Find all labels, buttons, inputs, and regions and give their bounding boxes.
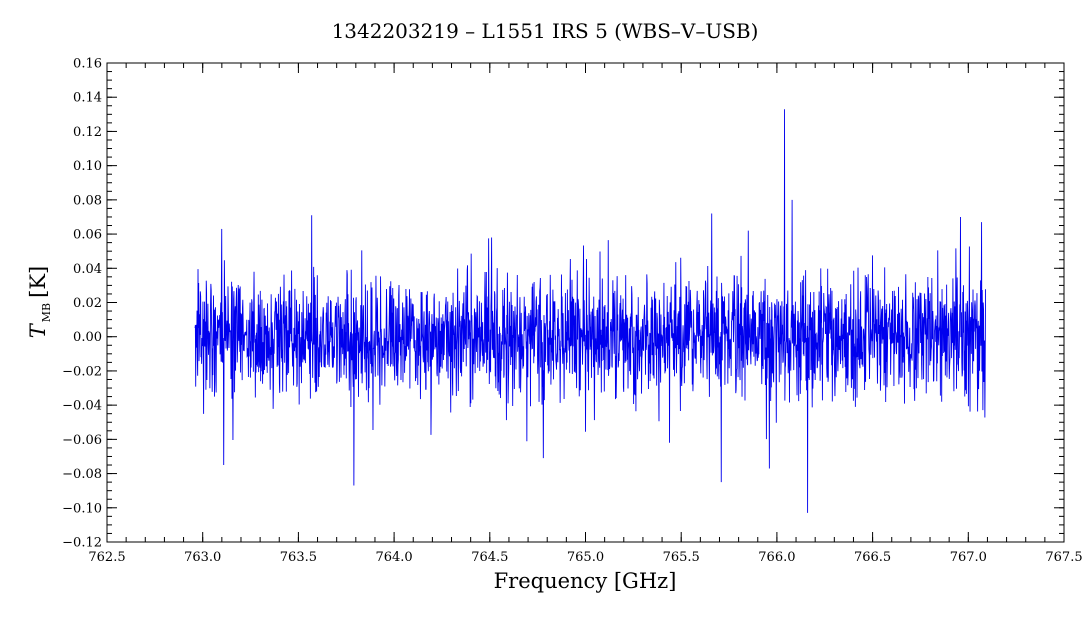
x-tick-label: 763.0 — [184, 550, 221, 565]
x-tick-label: 765.0 — [567, 550, 604, 565]
y-axis-label-unit: [K] — [26, 266, 50, 298]
x-tick-label: 766.0 — [758, 550, 795, 565]
spectrum-line — [194, 109, 986, 513]
y-tick-label: 0.04 — [73, 262, 102, 277]
y-tick-label: −0.04 — [62, 399, 102, 414]
y-tick-label: −0.12 — [62, 536, 102, 551]
y-tick-label: −0.02 — [62, 364, 102, 379]
x-tick-label: 764.0 — [375, 550, 412, 565]
x-tick-label: 767.0 — [950, 550, 987, 565]
x-tick-label: 765.5 — [663, 550, 700, 565]
y-tick-label: 0.10 — [73, 159, 102, 174]
y-tick-label: 0.08 — [73, 193, 102, 208]
x-tick-label: 766.5 — [854, 550, 891, 565]
x-tick-label: 763.5 — [280, 550, 317, 565]
y-tick-label: 0.02 — [73, 296, 102, 311]
y-axis-label-subscript: MB — [40, 303, 53, 322]
y-tick-label: −0.08 — [62, 467, 102, 482]
y-axis-label-symbol: T — [26, 322, 50, 338]
y-tick-label: 0.00 — [73, 330, 102, 345]
y-tick-label: 0.12 — [73, 125, 102, 140]
svg-text:TMB[K]: TMB [K] — [26, 266, 53, 338]
axes-layer: 762.5 763.0 763.5 764.0 764.5 765.0 765.5 766.0… — [62, 57, 1082, 566]
y-tick-label: −0.06 — [62, 433, 102, 448]
chart-title: 1342203219 – L1551 IRS 5 (WBS–V–USB) — [332, 19, 759, 43]
y-tick-label: 0.16 — [73, 57, 102, 72]
y-tick-label: 0.14 — [73, 91, 102, 106]
y-tick-label: −0.10 — [62, 501, 102, 516]
x-tick-label: 767.5 — [1045, 550, 1082, 565]
y-axis-label: TMB [K] — [26, 266, 53, 338]
plot-frame — [106, 62, 1065, 543]
data-layer — [194, 109, 986, 513]
y-tick-label: 0.06 — [73, 228, 102, 243]
x-tick-label: 764.5 — [471, 550, 508, 565]
x-tick-label: 762.5 — [88, 550, 125, 565]
x-axis-label: Frequency [GHz] — [494, 569, 677, 593]
